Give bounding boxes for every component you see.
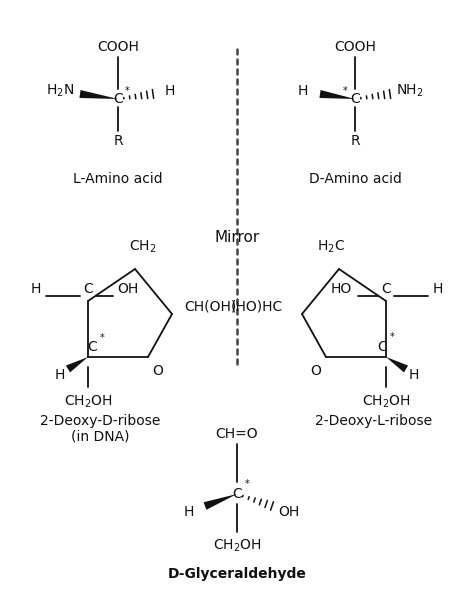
Text: H: H bbox=[31, 282, 41, 296]
Text: 2-Deoxy-L-ribose: 2-Deoxy-L-ribose bbox=[315, 414, 433, 428]
Text: O: O bbox=[153, 364, 164, 378]
Text: H: H bbox=[298, 84, 308, 98]
Text: C: C bbox=[377, 340, 387, 354]
Text: *: * bbox=[390, 332, 394, 342]
Text: *: * bbox=[245, 479, 249, 489]
Polygon shape bbox=[66, 357, 88, 373]
Text: NH$_2$: NH$_2$ bbox=[396, 83, 424, 99]
Text: H: H bbox=[433, 282, 443, 296]
Text: CH$_2$: CH$_2$ bbox=[129, 239, 157, 255]
Text: L-Amino acid: L-Amino acid bbox=[73, 172, 163, 186]
Text: H$_2$C: H$_2$C bbox=[317, 239, 345, 255]
Text: *: * bbox=[343, 86, 347, 96]
Text: D-Amino acid: D-Amino acid bbox=[309, 172, 401, 186]
Text: C: C bbox=[113, 92, 123, 106]
Text: HO: HO bbox=[330, 282, 352, 296]
Text: C: C bbox=[83, 282, 93, 296]
Text: O: O bbox=[310, 364, 321, 378]
Text: CH$_2$OH: CH$_2$OH bbox=[362, 394, 410, 410]
Text: C: C bbox=[232, 487, 242, 501]
Polygon shape bbox=[386, 357, 408, 373]
Text: COOH: COOH bbox=[334, 40, 376, 54]
Text: C: C bbox=[87, 340, 97, 354]
Polygon shape bbox=[80, 90, 118, 99]
Text: H: H bbox=[55, 368, 65, 382]
Text: COOH: COOH bbox=[97, 40, 139, 54]
Text: H: H bbox=[184, 505, 194, 519]
Text: CH(OH): CH(OH) bbox=[184, 299, 236, 313]
Text: C: C bbox=[381, 282, 391, 296]
Text: CH$_2$OH: CH$_2$OH bbox=[64, 394, 112, 410]
Text: (HO)HC: (HO)HC bbox=[231, 299, 283, 313]
Text: D-Glyceraldehyde: D-Glyceraldehyde bbox=[168, 567, 306, 581]
Text: OH: OH bbox=[278, 505, 300, 519]
Text: H: H bbox=[165, 84, 175, 98]
Text: *: * bbox=[125, 86, 129, 96]
Text: H$_2$N: H$_2$N bbox=[46, 83, 74, 99]
Text: CH=O: CH=O bbox=[216, 427, 258, 441]
Text: 2-Deoxy-D-ribose: 2-Deoxy-D-ribose bbox=[40, 414, 160, 428]
Text: CH$_2$OH: CH$_2$OH bbox=[212, 538, 262, 554]
Polygon shape bbox=[319, 90, 355, 99]
Text: C: C bbox=[350, 92, 360, 106]
Polygon shape bbox=[204, 494, 237, 510]
Text: (in DNA): (in DNA) bbox=[71, 430, 129, 444]
Text: Mirror: Mirror bbox=[214, 230, 260, 244]
Text: *: * bbox=[100, 333, 104, 343]
Text: R: R bbox=[350, 134, 360, 148]
Text: R: R bbox=[113, 134, 123, 148]
Text: H: H bbox=[409, 368, 419, 382]
Text: OH: OH bbox=[118, 282, 138, 296]
